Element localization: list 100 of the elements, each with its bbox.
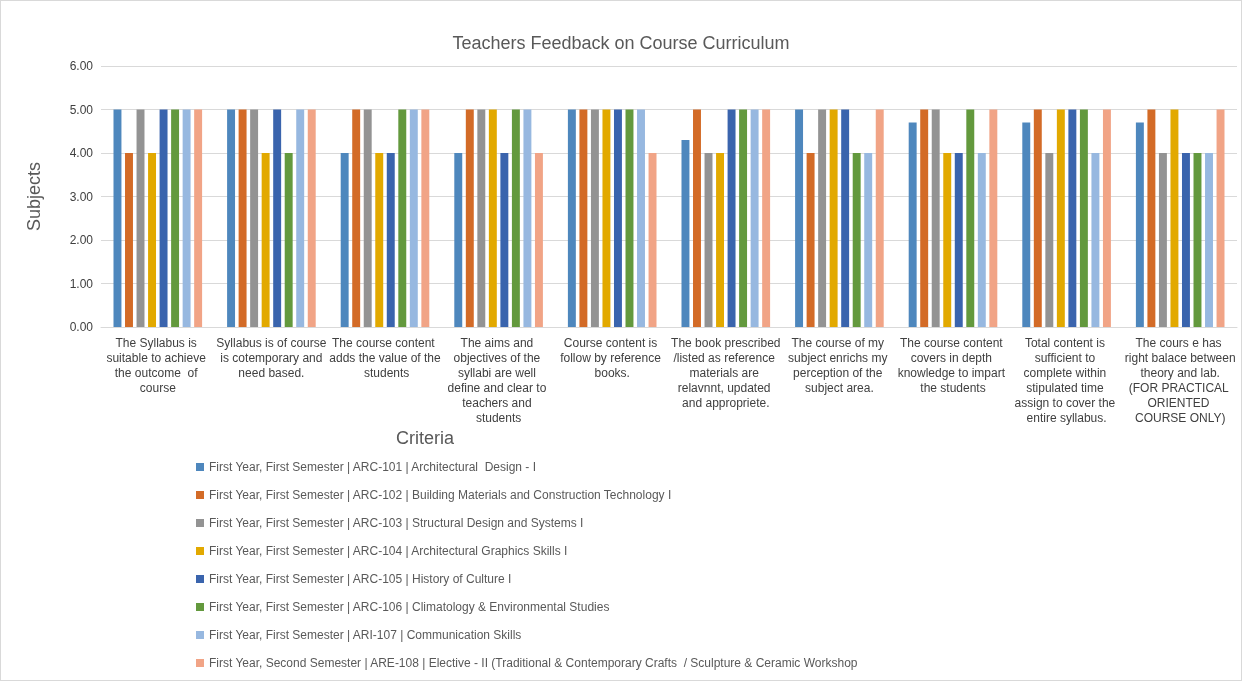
bar [352, 109, 361, 327]
bar [1135, 122, 1144, 327]
bar [398, 109, 407, 327]
x-tick-label: The cours e has right balace between theory and lab. (FOR PRACTICAL ORIENTED COURSE ONLY) [1124, 335, 1236, 425]
bar [750, 109, 759, 327]
bar [488, 109, 497, 327]
bar [1056, 109, 1065, 327]
bar [500, 153, 509, 327]
legend-label: First Year, First Semester | ARC-105 | History of Culture I [209, 572, 512, 586]
bar [567, 109, 576, 327]
y-tick-label: 1.00 [69, 276, 94, 291]
bar [864, 153, 873, 327]
y-tick-label: 2.00 [69, 233, 94, 247]
bar [762, 109, 771, 327]
bar [1068, 109, 1077, 327]
bar [421, 109, 430, 327]
bar [818, 109, 827, 327]
legend-label: First Year, First Semester | ARC-104 | Architectural Graphics Skills I [209, 544, 568, 558]
legend-label: First Year, First Semester | ARC-101 | Architectural Design - I [209, 460, 537, 474]
x-tick-label: The book prescribed/listed as reference materials are relavnnt, updated and appropriete. [671, 335, 781, 410]
bar [795, 109, 804, 327]
bar [238, 109, 247, 327]
bar [125, 153, 133, 327]
y-tick-label: 5.00 [69, 102, 94, 117]
bar [590, 109, 599, 327]
bar [841, 109, 850, 327]
bar [148, 153, 157, 327]
legend-label: First Year, First Semester | ARC-106 | Climatology & Environmental Studies [209, 600, 610, 614]
x-tick-label: The aims and objectives of the syllabi are well define and clear to teachers and students [447, 335, 550, 425]
x-tick-label: The course content covers in depth knowledge to impart the students [897, 335, 1009, 395]
bar [943, 153, 952, 327]
bar [363, 109, 372, 327]
bar [852, 153, 861, 327]
legend-label: First Year, First Semester | ARI-107 | Communication Skills [209, 628, 522, 642]
y-axis-title: Subjects [24, 161, 44, 232]
bar [386, 153, 395, 327]
bar [1181, 153, 1190, 327]
bar [273, 109, 282, 327]
bar [966, 109, 975, 327]
bar [159, 109, 168, 327]
bar [307, 109, 316, 327]
bar [454, 153, 463, 327]
bar [613, 109, 622, 327]
bar [693, 109, 701, 327]
bar [875, 109, 884, 327]
x-tick-label: The course content adds the value of the students [329, 335, 442, 380]
bar [1022, 122, 1031, 327]
y-tick-label: 3.00 [69, 189, 94, 204]
bar [908, 122, 917, 327]
bar [648, 153, 657, 327]
y-tick-label: 4.00 [69, 146, 94, 160]
bar [409, 109, 418, 327]
bar [296, 109, 305, 327]
bar [931, 109, 940, 327]
bar [602, 109, 611, 327]
bar [113, 109, 122, 327]
bar [989, 109, 998, 327]
bar [1102, 109, 1111, 327]
bar [1158, 153, 1167, 327]
bar [182, 109, 191, 327]
bar [194, 109, 203, 327]
bar [1033, 109, 1042, 327]
bar [829, 109, 838, 327]
y-tick-label: 0.00 [69, 320, 94, 334]
bar [1045, 153, 1054, 327]
legend-label: First Year, First Semester | ARC-102 | Building Materials and Construction Technology I [209, 488, 672, 502]
bar [171, 109, 180, 327]
x-tick-label: Course content is follow by reference books. [560, 335, 665, 380]
bar [375, 153, 384, 327]
bar [1205, 153, 1213, 327]
x-tick-label: Total content is sufficient to complete within stipulated time assign to cover the entire syllabus. [1014, 335, 1119, 425]
bar [739, 109, 748, 327]
bar [1216, 109, 1225, 327]
bar [1147, 109, 1156, 327]
legend-label: First Year, Second Semester | ARE-108 | Elective - II (Traditional & Contemporary Crafts / Sculpture & Ceramic Workshop [209, 656, 858, 670]
bar [523, 109, 532, 327]
bar [465, 109, 474, 327]
bar [534, 153, 543, 327]
x-tick-label: Syllabus is of course is cotemporary and need based. [216, 335, 327, 380]
bar [806, 153, 815, 327]
bar [284, 153, 293, 327]
bar [250, 109, 259, 327]
x-axis-title: Criteria [396, 428, 455, 448]
chart-title: Teachers Feedback on Course Curriculum [452, 33, 790, 53]
bar [727, 109, 736, 327]
bar [261, 153, 270, 327]
bar [511, 109, 520, 327]
x-tick-label: The Syllabus is suitable to achieve the outcome of course [106, 335, 210, 395]
legend-label: First Year, First Semester | ARC-103 | Structural Design and Systems I [209, 516, 584, 530]
bar [477, 109, 486, 327]
bar [681, 139, 690, 327]
bar [1170, 109, 1179, 327]
bar [954, 153, 963, 327]
bar [920, 109, 929, 327]
bar [579, 109, 588, 327]
y-tick-label: 6.00 [69, 59, 94, 73]
x-tick-label: The course of my subject enrichs my perception of the subject area. [788, 335, 891, 395]
bar [1079, 109, 1088, 327]
bar [1091, 153, 1100, 327]
bar [716, 153, 725, 327]
